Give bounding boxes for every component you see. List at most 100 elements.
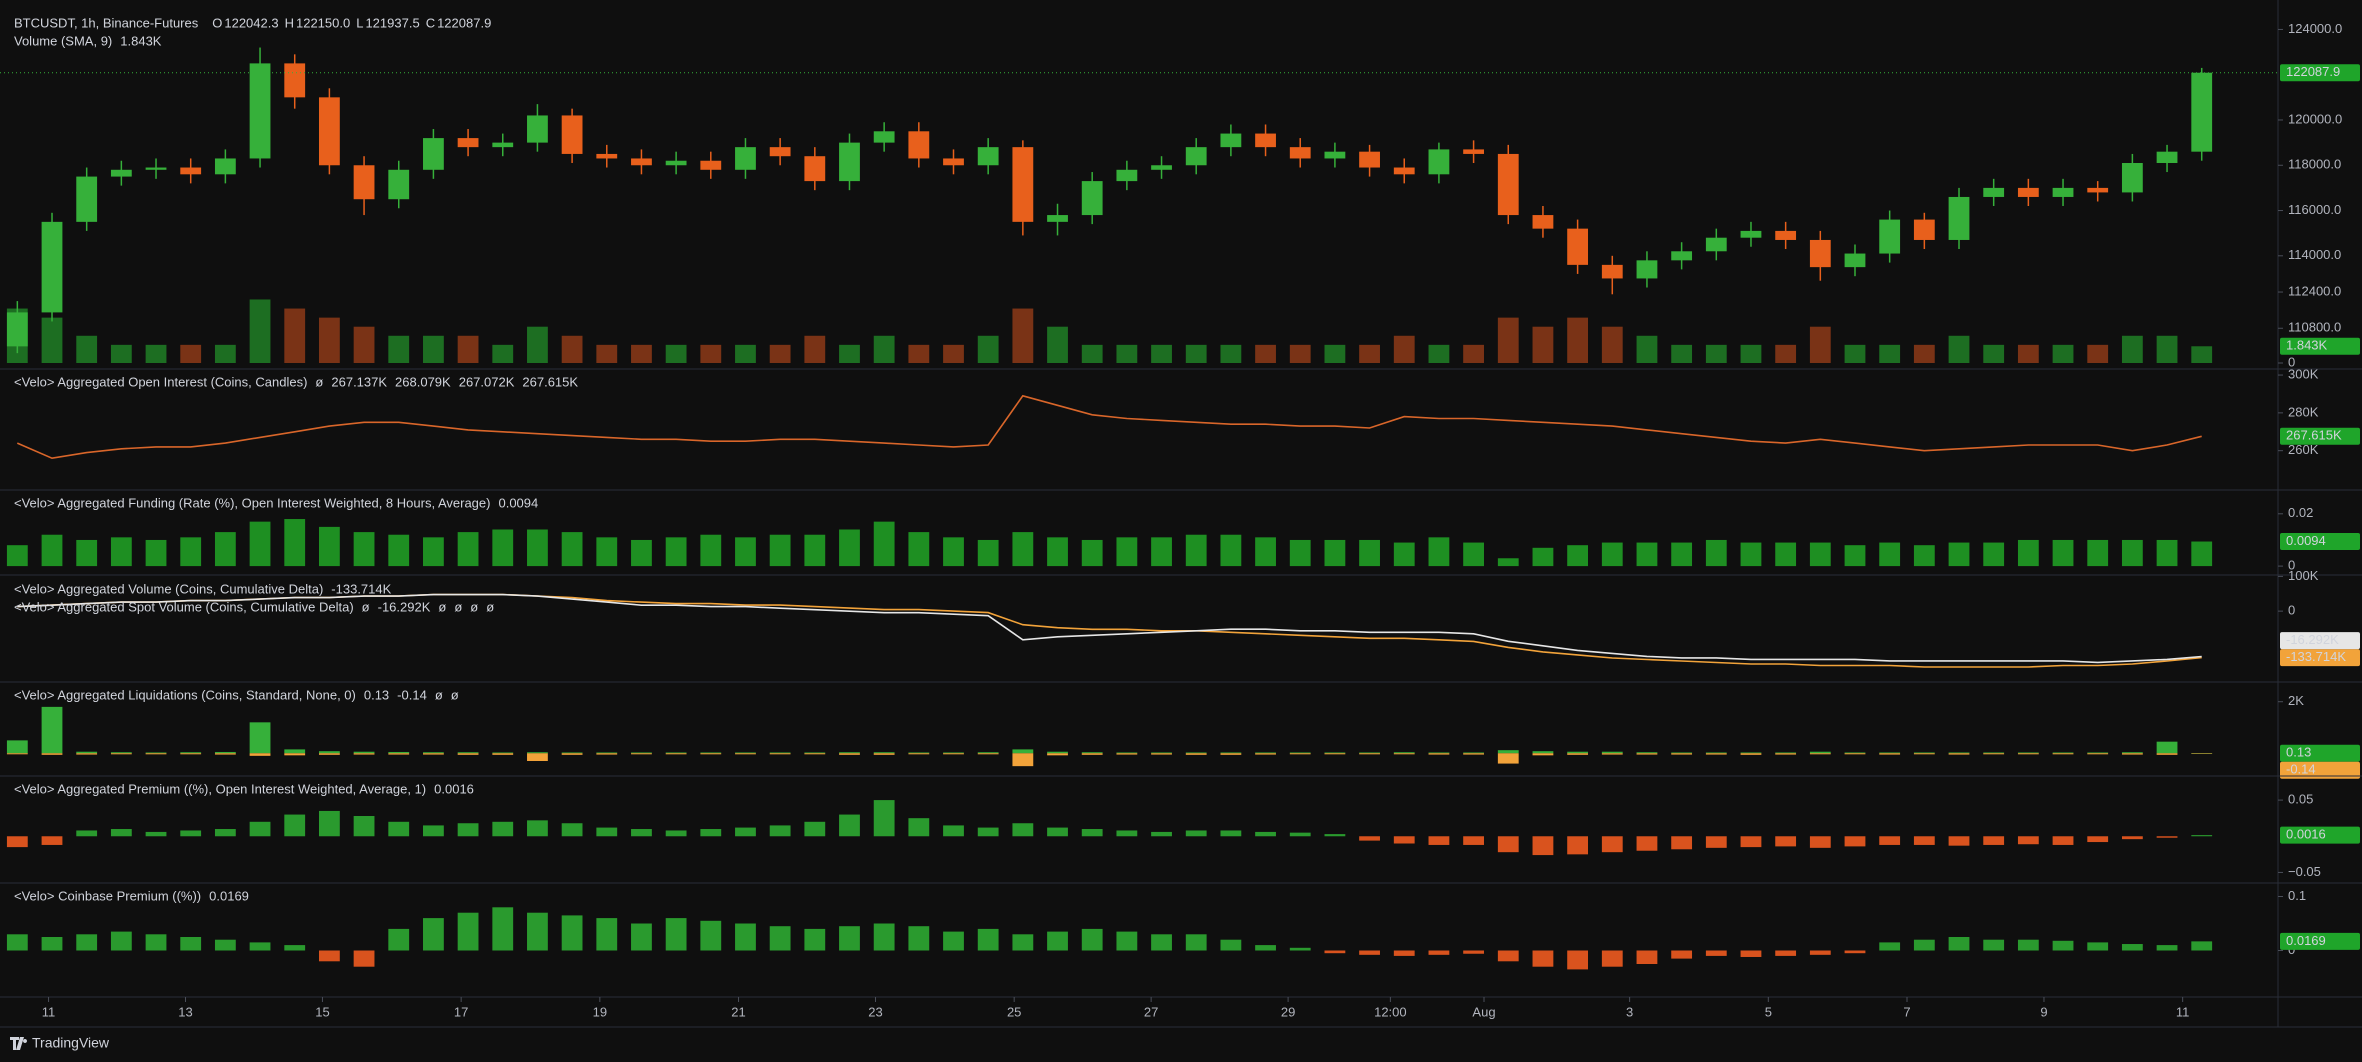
volume-bar bbox=[1601, 326, 1623, 363]
legend-text: 121937.5 bbox=[365, 15, 419, 30]
bar bbox=[1255, 753, 1276, 755]
legend-text: <Velo> Aggregated Premium ((%), Open Int… bbox=[14, 781, 426, 796]
bar bbox=[1775, 542, 1797, 567]
bar bbox=[76, 934, 98, 951]
candle-body bbox=[1428, 149, 1450, 175]
bar bbox=[977, 752, 999, 754]
bar bbox=[1948, 937, 1970, 951]
legend-text: Volume (SMA, 9) bbox=[14, 33, 112, 48]
bar bbox=[2052, 836, 2074, 845]
legend-text: ø bbox=[315, 374, 323, 389]
legend-text: 267.137K bbox=[331, 374, 387, 389]
volume-bar bbox=[1879, 344, 1901, 363]
volume-bar bbox=[943, 344, 964, 363]
bar bbox=[2087, 836, 2109, 843]
bar bbox=[1116, 931, 1138, 951]
bar bbox=[284, 945, 306, 951]
candle-body bbox=[943, 158, 964, 166]
bar bbox=[1428, 836, 1450, 845]
bar bbox=[700, 752, 722, 754]
candle-body bbox=[214, 158, 236, 175]
volume-bar bbox=[2087, 344, 2109, 363]
legend-text: 122087.9 bbox=[437, 15, 491, 30]
legend-text: L bbox=[356, 15, 363, 30]
y-tick-label: 300K bbox=[2288, 366, 2319, 381]
bar bbox=[1116, 537, 1138, 567]
volume-bar bbox=[665, 344, 687, 363]
value-tag-label: -133.714K bbox=[2286, 649, 2346, 664]
y-tick-label: 112400.0 bbox=[2288, 283, 2341, 298]
candle-body bbox=[527, 115, 548, 143]
bar bbox=[2017, 836, 2039, 845]
legend-text: O bbox=[212, 15, 222, 30]
candle-body bbox=[1359, 151, 1380, 168]
bar bbox=[1463, 542, 1484, 567]
bar bbox=[2191, 541, 2213, 567]
value-tag-label: 0.13 bbox=[2286, 745, 2311, 760]
bar bbox=[804, 752, 826, 754]
candle-body bbox=[1844, 253, 1866, 268]
bar bbox=[1116, 753, 1138, 755]
bar bbox=[1081, 753, 1103, 755]
bar bbox=[1497, 950, 1519, 962]
bar bbox=[1844, 950, 1866, 954]
legend-text: 0.0169 bbox=[209, 888, 249, 903]
bar bbox=[249, 753, 271, 756]
bar bbox=[180, 753, 202, 755]
bar bbox=[596, 752, 618, 754]
bar bbox=[214, 829, 236, 837]
bar bbox=[908, 753, 930, 755]
bar bbox=[839, 752, 860, 754]
bar bbox=[492, 907, 514, 951]
bar bbox=[423, 825, 444, 837]
bar bbox=[804, 928, 826, 951]
legend-text: 268.079K bbox=[395, 374, 451, 389]
bar bbox=[145, 539, 167, 567]
legend-text: BTCUSDT, 1h, Binance-Futures bbox=[14, 15, 199, 30]
bar bbox=[631, 752, 652, 754]
candle-body bbox=[2121, 162, 2143, 193]
bar bbox=[665, 752, 687, 754]
candle-body bbox=[1012, 147, 1034, 222]
bar bbox=[1740, 753, 1762, 755]
volume-bar bbox=[735, 344, 756, 363]
volume-bar bbox=[1047, 326, 1068, 363]
volume-bar bbox=[1324, 344, 1346, 363]
volume-bar bbox=[1151, 344, 1172, 363]
bar bbox=[1463, 752, 1484, 754]
bar bbox=[2121, 539, 2143, 567]
bar bbox=[1428, 537, 1450, 567]
bar bbox=[41, 836, 63, 845]
volume-bar bbox=[388, 335, 410, 363]
bar bbox=[457, 912, 479, 951]
bar bbox=[1636, 542, 1658, 567]
bar bbox=[1151, 831, 1172, 837]
candle-body bbox=[1983, 187, 2005, 197]
volume-bar bbox=[249, 299, 271, 363]
bar bbox=[1497, 753, 1519, 764]
volume-bar bbox=[284, 308, 306, 363]
bar bbox=[1671, 752, 1693, 754]
y-tick-label: 0.05 bbox=[2288, 792, 2313, 807]
bar bbox=[700, 920, 722, 951]
bar bbox=[2017, 752, 2039, 754]
bar bbox=[2087, 752, 2109, 754]
bar bbox=[1289, 947, 1311, 951]
value-tag bbox=[2280, 64, 2360, 82]
bar bbox=[1324, 834, 1346, 837]
volume-bar bbox=[1809, 326, 1831, 363]
bar bbox=[943, 825, 964, 837]
bar bbox=[1775, 752, 1797, 754]
bar bbox=[1879, 836, 1901, 845]
bar bbox=[769, 753, 791, 755]
legend-text: ø bbox=[451, 687, 459, 702]
x-tick-label: 21 bbox=[731, 1004, 745, 1019]
bar bbox=[1324, 752, 1346, 754]
bar bbox=[1012, 749, 1034, 754]
bar bbox=[631, 829, 652, 837]
value-tag-label: 1.843K bbox=[2286, 338, 2328, 353]
legend-text: 0.13 bbox=[364, 687, 389, 702]
bar bbox=[492, 821, 514, 837]
volume-bar bbox=[769, 344, 791, 363]
volume-bar bbox=[873, 335, 895, 363]
